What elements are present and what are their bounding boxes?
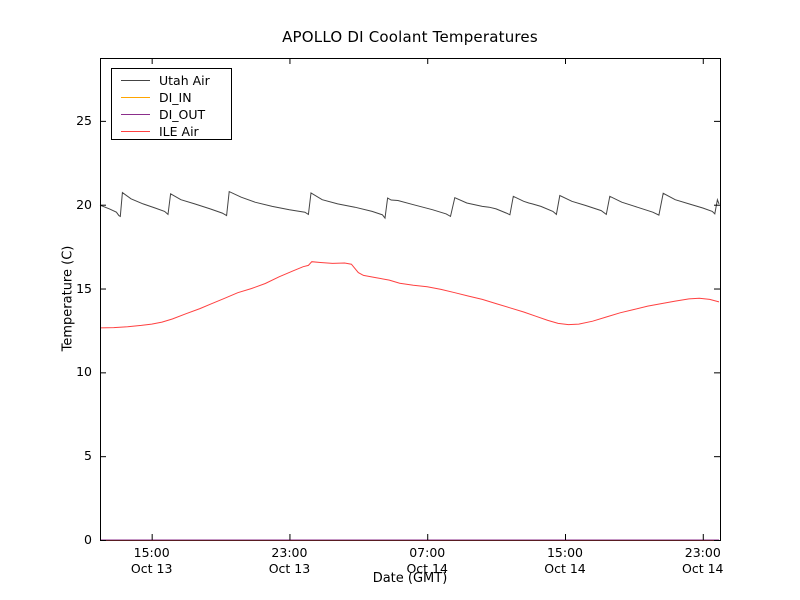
- series-line-utah-air: [99, 190, 720, 220]
- series-line-ile-air: [99, 261, 720, 329]
- y-tick-label: 10: [76, 364, 92, 380]
- legend-item: DI_OUT: [121, 106, 231, 123]
- y-tick-label: 15: [76, 280, 92, 296]
- y-tick-label: 25: [76, 112, 92, 128]
- y-axis-label: Temperature (C): [60, 245, 76, 352]
- legend-item-label: ILE Air: [159, 124, 199, 139]
- x-tick-label: 15:00 Oct 14: [544, 545, 586, 576]
- legend-item: DI_IN: [121, 89, 231, 106]
- legend-item-label: DI_OUT: [159, 107, 206, 122]
- y-tick-label: 0: [84, 532, 92, 547]
- legend-swatch-line-icon: [121, 114, 150, 115]
- legend: Utah Air DI_IN DI_OUT ILE Air: [111, 68, 232, 140]
- legend-swatch-line-icon: [121, 80, 150, 81]
- legend-item: Utah Air: [121, 72, 231, 89]
- chart-title: APOLLO DI Coolant Temperatures: [282, 28, 538, 46]
- x-tick-label: 23:00 Oct 13: [268, 545, 311, 576]
- x-tick-label: 15:00 Oct 13: [130, 545, 173, 576]
- legend-swatch-line-icon: [121, 97, 150, 98]
- legend-item-label: DI_IN: [159, 90, 192, 105]
- legend-item: ILE Air: [121, 123, 231, 140]
- legend-swatch-line-icon: [121, 131, 150, 132]
- y-tick-label: 20: [76, 196, 92, 212]
- y-tick-label: 5: [84, 448, 92, 464]
- x-tick-label: 07:00 Oct 14: [406, 545, 448, 576]
- x-tick-label: 23:00 Oct 14: [682, 545, 724, 576]
- legend-item-label: Utah Air: [159, 73, 210, 88]
- x-axis-label: Date (GMT): [372, 571, 448, 586]
